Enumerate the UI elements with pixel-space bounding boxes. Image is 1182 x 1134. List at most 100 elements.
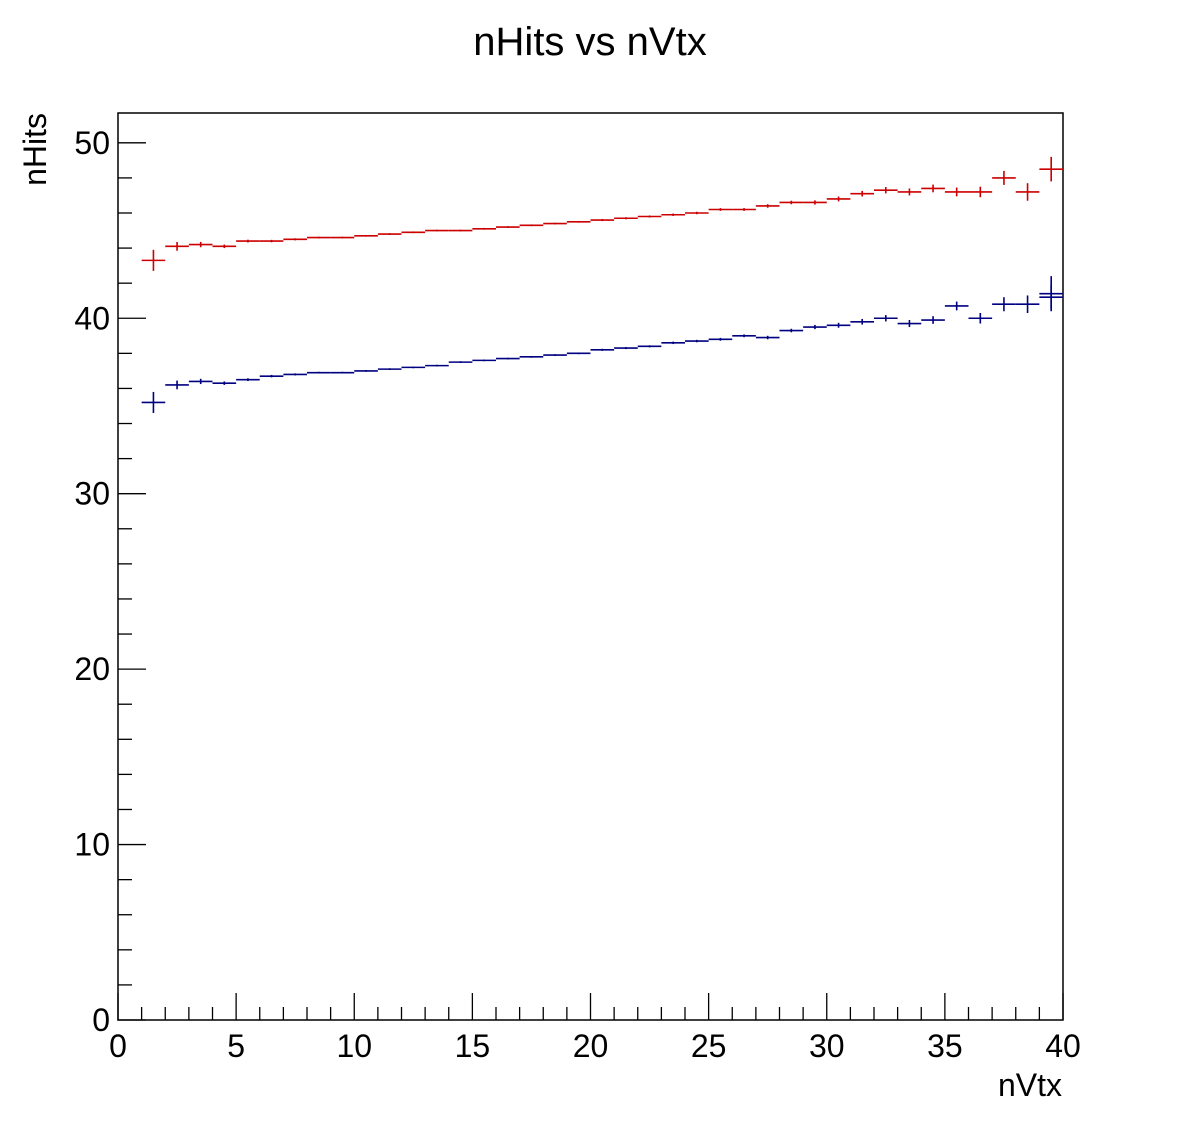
- data-point: [496, 226, 520, 228]
- data-point: [141, 391, 166, 413]
- data-point: [259, 374, 284, 378]
- y-tick-label: 50: [74, 125, 110, 161]
- data-point: [401, 366, 426, 369]
- data-point: [826, 196, 851, 202]
- y-tick-label: 0: [92, 1002, 110, 1038]
- data-point: [992, 170, 1016, 185]
- x-axis-label: nVtx: [998, 1067, 1062, 1103]
- data-point: [188, 241, 213, 248]
- data-point: [330, 236, 355, 239]
- data-point: [755, 204, 780, 208]
- data-point: [874, 187, 898, 194]
- data-point: [141, 249, 166, 271]
- data-point: [566, 220, 591, 223]
- data-point: [283, 238, 307, 241]
- data-point: [236, 239, 260, 243]
- data-point: [236, 378, 260, 382]
- data-point: [897, 188, 922, 196]
- data-point: [874, 315, 898, 322]
- data-point: [188, 378, 213, 385]
- data-point: [307, 236, 331, 239]
- data-point: [212, 244, 237, 249]
- y-tick-label: 10: [74, 827, 110, 863]
- x-tick-label: 10: [336, 1028, 372, 1064]
- data-point: [472, 227, 496, 230]
- data-point: [307, 371, 331, 374]
- data-point: [661, 213, 685, 216]
- data-point: [330, 371, 355, 374]
- data-point: [803, 324, 827, 330]
- data-point: [566, 352, 591, 355]
- data-point: [944, 187, 969, 197]
- series-1: [141, 156, 1063, 271]
- data-point: [590, 218, 615, 222]
- data-point: [425, 364, 449, 367]
- y-tick-label: 40: [74, 300, 110, 336]
- x-tick-label: 15: [455, 1028, 491, 1064]
- data-point: [590, 348, 615, 351]
- data-point: [519, 355, 544, 358]
- data-point: [921, 316, 945, 324]
- data-point: [425, 229, 449, 232]
- x-tick-label: 20: [573, 1028, 609, 1064]
- data-point: [944, 301, 969, 311]
- data-point: [968, 186, 993, 198]
- data-point: [401, 231, 426, 234]
- data-point: [259, 239, 284, 243]
- data-point: [614, 347, 638, 350]
- x-tick-label: 5: [227, 1028, 245, 1064]
- data-point: [708, 208, 733, 211]
- x-axis: 0 5 10 15 20 25 30 35 40: [109, 993, 1081, 1064]
- x-tick-label: 0: [109, 1028, 127, 1064]
- x-tick-label: 35: [927, 1028, 963, 1064]
- data-point: [755, 335, 780, 340]
- series-2: [141, 276, 1063, 413]
- data-point: [165, 241, 189, 251]
- data-point: [614, 217, 638, 220]
- y-axis: 0 10 20 30 40 50: [74, 125, 146, 1038]
- plot-frame: [117, 112, 1064, 1021]
- data-point: [1039, 156, 1063, 182]
- data-point: [661, 341, 685, 345]
- data-point: [685, 339, 709, 343]
- data-point: [850, 190, 874, 197]
- data-point: [212, 381, 237, 385]
- data-point: [732, 208, 756, 211]
- data-point: [921, 184, 945, 193]
- data-point: [448, 229, 473, 232]
- data-point: [968, 312, 993, 324]
- data-point: [377, 368, 402, 371]
- data-point: [1015, 295, 1040, 313]
- data-point: [283, 373, 307, 376]
- data-point: [354, 370, 378, 372]
- y-axis-label: nHits: [17, 113, 53, 186]
- data-point: [448, 361, 473, 363]
- data-point: [1015, 183, 1040, 201]
- data-point: [543, 222, 567, 225]
- x-tick-label: 30: [809, 1028, 845, 1064]
- data-point: [779, 328, 804, 333]
- chart-title: nHits vs nVtx: [473, 20, 706, 64]
- data-point: [637, 215, 662, 218]
- data-point: [803, 200, 827, 205]
- x-tick-label: 25: [691, 1028, 727, 1064]
- series-layer: [141, 156, 1063, 413]
- y-tick-label: 20: [74, 651, 110, 687]
- data-point: [850, 318, 874, 325]
- data-point: [779, 200, 804, 205]
- data-point: [543, 354, 567, 356]
- data-point: [826, 322, 851, 328]
- data-point: [897, 320, 922, 328]
- data-point: [685, 211, 709, 215]
- data-point: [637, 345, 662, 348]
- x-tick-label: 40: [1045, 1028, 1081, 1064]
- data-point: [708, 337, 733, 341]
- data-point: [732, 334, 756, 338]
- y-tick-label: 30: [74, 476, 110, 512]
- data-point: [165, 380, 189, 390]
- data-point: [472, 359, 496, 362]
- data-point: [377, 233, 402, 235]
- data-point: [992, 297, 1016, 312]
- data-point: [496, 357, 520, 360]
- data-point: [1039, 276, 1063, 312]
